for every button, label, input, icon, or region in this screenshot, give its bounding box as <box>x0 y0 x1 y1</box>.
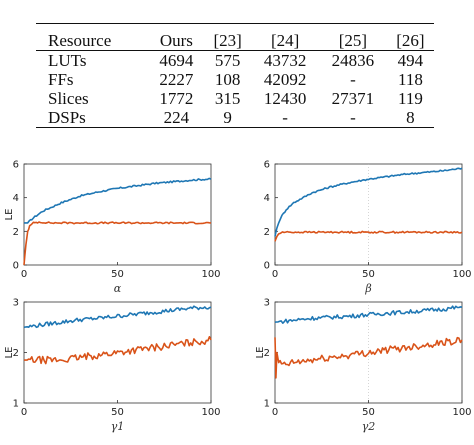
y-tick-label: 3 <box>13 298 19 309</box>
table-row: FFs 2227 108 42092 - 118 <box>36 70 434 89</box>
series-line <box>24 336 212 365</box>
x-tick-label: 100 <box>452 407 471 418</box>
x-tick-label: 50 <box>362 407 375 418</box>
table-cell: DSPs <box>36 108 149 128</box>
table-cell: 8 <box>386 108 434 128</box>
table-cell: 2227 <box>159 70 194 89</box>
table-cell: - <box>319 108 387 128</box>
header-resource: Resource <box>36 30 149 51</box>
table-cell: 119 <box>397 89 423 108</box>
y-tick-label: 2 <box>264 227 270 238</box>
table-top-rule <box>36 23 434 24</box>
table-cell: - <box>251 108 320 128</box>
series-line <box>274 167 463 237</box>
table-cell: 118 <box>397 70 423 89</box>
y-tick-label: 4 <box>264 193 270 204</box>
series-line <box>24 177 212 224</box>
table-cell: Slices <box>48 89 89 108</box>
table-cell: 9 <box>204 108 252 128</box>
x-axis-label: γ1 <box>111 420 125 433</box>
y-tick-label: 2 <box>13 227 19 238</box>
x-axis-label: α <box>114 282 122 295</box>
x-tick-label: 0 <box>272 407 278 418</box>
y-axis-label: LE <box>4 347 15 359</box>
y-tick-label: 6 <box>264 160 270 171</box>
x-tick-label: 0 <box>21 269 27 280</box>
resource-table: Resource Ours [23] [24] [25] [26] LUTs 4… <box>36 30 434 128</box>
x-tick-label: 0 <box>272 269 278 280</box>
table-row: Slices 1772 315 12430 27371 119 <box>36 89 434 108</box>
y-tick-label: 3 <box>264 298 270 309</box>
table-cell: 108 <box>214 70 241 89</box>
x-tick-label: 50 <box>362 269 375 280</box>
y-tick-label: 6 <box>13 160 19 171</box>
x-axis-label: β <box>364 282 371 295</box>
x-tick-label: 50 <box>111 407 124 418</box>
table-cell: FFs <box>48 70 74 89</box>
series-line <box>274 230 463 242</box>
table-cell: 1772 <box>159 89 194 108</box>
header-ref-23: [23] <box>204 30 252 51</box>
table-header-row: Resource Ours [23] [24] [25] [26] <box>36 30 434 51</box>
table-cell: 42092 <box>263 70 307 89</box>
table-cell: 315 <box>214 89 241 108</box>
series-line <box>274 336 463 379</box>
table-cell: LUTs <box>48 51 87 70</box>
header-ref-26: [26] <box>386 30 434 51</box>
table-cell: 24836 <box>331 51 375 70</box>
x-tick-label: 100 <box>452 269 471 280</box>
x-tick-label: 100 <box>201 269 220 280</box>
x-tick-label: 0 <box>21 407 27 418</box>
y-axis-label: LE <box>255 347 266 359</box>
y-tick-label: 2 <box>13 348 19 359</box>
series-line <box>23 221 212 266</box>
header-ref-24: [24] <box>251 30 320 51</box>
x-tick-label: 50 <box>111 269 124 280</box>
y-tick-label: 1 <box>13 399 19 410</box>
table-cell: 12430 <box>263 89 307 108</box>
table-cell: 494 <box>397 51 424 70</box>
table-cell: 27371 <box>331 89 375 108</box>
table-cell: 575 <box>214 51 241 70</box>
table-cell: 43732 <box>263 51 307 70</box>
header-ref-25: [25] <box>319 30 387 51</box>
y-tick-label: 2 <box>264 348 270 359</box>
y-tick-label: 1 <box>264 399 270 410</box>
y-tick-label: 0 <box>13 261 19 272</box>
y-axis-label: LE <box>4 209 15 221</box>
series-line <box>274 305 463 324</box>
x-axis-label: γ2 <box>362 420 376 433</box>
table-cell: - <box>350 70 356 89</box>
y-tick-label: 4 <box>13 193 19 204</box>
x-tick-label: 100 <box>201 407 220 418</box>
table-row: DSPs 224 9 - - 8 <box>36 108 434 128</box>
plot-frame <box>23 163 212 266</box>
header-ours: Ours <box>148 30 205 51</box>
table-cell: 4694 <box>159 51 194 70</box>
y-tick-label: 0 <box>264 261 270 272</box>
table-cell: 224 <box>148 108 205 128</box>
table-row: LUTs 4694 575 43732 24836 494 <box>36 51 434 71</box>
series-line <box>23 305 212 329</box>
